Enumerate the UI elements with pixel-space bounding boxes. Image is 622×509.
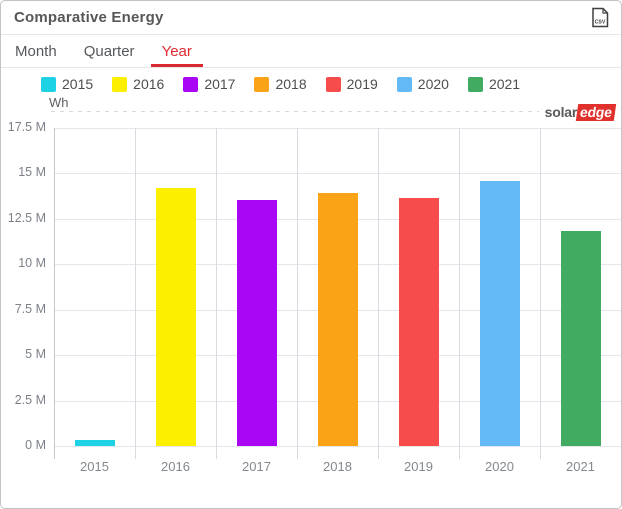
v-gridline xyxy=(135,128,136,459)
legend-swatch-2017 xyxy=(183,76,199,92)
v-gridline xyxy=(378,128,379,459)
legend-label-2015: 2015 xyxy=(62,76,94,92)
legend-label-2017: 2017 xyxy=(204,76,236,92)
tab-month[interactable]: Month xyxy=(15,42,57,60)
legend-label-2019: 2019 xyxy=(346,76,378,92)
legend-swatch-2020 xyxy=(396,76,412,92)
h-gridline xyxy=(54,446,621,447)
legend-item-2018[interactable]: 2018 xyxy=(254,76,307,92)
legend-item-2017[interactable]: 2017 xyxy=(183,76,235,92)
y-axis-tick-label: 5 M xyxy=(25,347,46,362)
legend-label-2018: 2018 xyxy=(275,76,307,92)
x-axis-label-2020: 2020 xyxy=(485,459,514,474)
legend-swatch-2018 xyxy=(254,76,270,92)
bar-2018[interactable] xyxy=(317,193,358,446)
legend: 2015 2016 2017 2018 2019 2020 2021 xyxy=(41,76,520,92)
v-gridline xyxy=(540,128,541,459)
h-gridline xyxy=(54,173,621,175)
y-axis-unit-label: Wh xyxy=(49,95,69,110)
svg-text:CSV: CSV xyxy=(595,20,606,26)
legend-swatch-2021 xyxy=(467,76,483,92)
x-axis-label-2018: 2018 xyxy=(323,459,352,474)
tab-year[interactable]: Year xyxy=(150,35,204,67)
csv-file-icon: CSV xyxy=(591,7,609,31)
y-axis-tick-label: 2.5 M xyxy=(14,392,46,407)
x-axis-label-2021: 2021 xyxy=(566,459,595,474)
x-axis-label-2016: 2016 xyxy=(161,459,190,474)
bar-2019[interactable] xyxy=(398,198,439,446)
solaredge-logo: solar edge xyxy=(538,103,617,123)
legend-item-2016[interactable]: 2016 xyxy=(112,76,164,92)
legend-label-2020: 2020 xyxy=(417,76,449,92)
export-csv-button[interactable]: CSV xyxy=(589,5,611,30)
y-axis-tick-label: 10 M xyxy=(18,256,46,271)
legend-item-2015[interactable]: 2015 xyxy=(41,76,93,92)
v-gridline xyxy=(459,128,460,459)
legend-item-2019[interactable]: 2019 xyxy=(325,76,378,92)
bar-2016[interactable] xyxy=(155,188,196,446)
bar-2015[interactable] xyxy=(74,439,115,446)
legend-item-2020[interactable]: 2020 xyxy=(396,76,449,92)
y-axis-tick-label: 0 M xyxy=(25,438,46,452)
logo-text-edge: edge xyxy=(575,104,617,121)
x-axis-label-2019: 2019 xyxy=(404,459,433,474)
y-axis-line xyxy=(54,128,55,459)
bar-2021[interactable] xyxy=(560,230,601,446)
y-axis-tick-label: 7.5 M xyxy=(14,301,46,316)
legend-label-2021: 2021 xyxy=(488,76,521,92)
chart-top-dashed-line xyxy=(51,111,618,113)
page-title: Comparative Energy xyxy=(14,9,164,26)
y-axis-tick-label: 12.5 M xyxy=(7,210,46,225)
card-header: Comparative Energy CSV xyxy=(1,1,621,35)
v-gridline xyxy=(297,128,298,459)
legend-swatch-2016 xyxy=(112,76,128,92)
legend-label-2016: 2016 xyxy=(133,76,165,92)
tab-quarter[interactable]: Quarter xyxy=(83,42,135,60)
h-gridline xyxy=(54,128,621,129)
chart-area: 2015 2016 2017 2018 2019 2020 2021 Wh solar edg… xyxy=(1,68,621,508)
legend-item-2021[interactable]: 2021 xyxy=(467,76,521,92)
legend-swatch-2019 xyxy=(325,76,341,92)
bar-2017[interactable] xyxy=(236,199,277,446)
period-tabs: Month Quarter Year xyxy=(1,35,621,68)
bar-2020[interactable] xyxy=(479,180,520,446)
v-gridline xyxy=(216,128,217,459)
bar-chart-plot: 0 M 2.5 M 5 M 7.5 M 10 M 12.5 M 15 M 17.5 M 2015… xyxy=(8,120,621,474)
logo-text-solar: solar xyxy=(544,104,578,120)
x-axis-label-2015: 2015 xyxy=(80,459,109,474)
x-axis-label-2017: 2017 xyxy=(242,459,271,474)
legend-swatch-2015 xyxy=(41,76,56,92)
y-axis-tick-label: 17.5 M xyxy=(7,120,46,134)
y-axis-tick-label: 15 M xyxy=(18,165,46,180)
